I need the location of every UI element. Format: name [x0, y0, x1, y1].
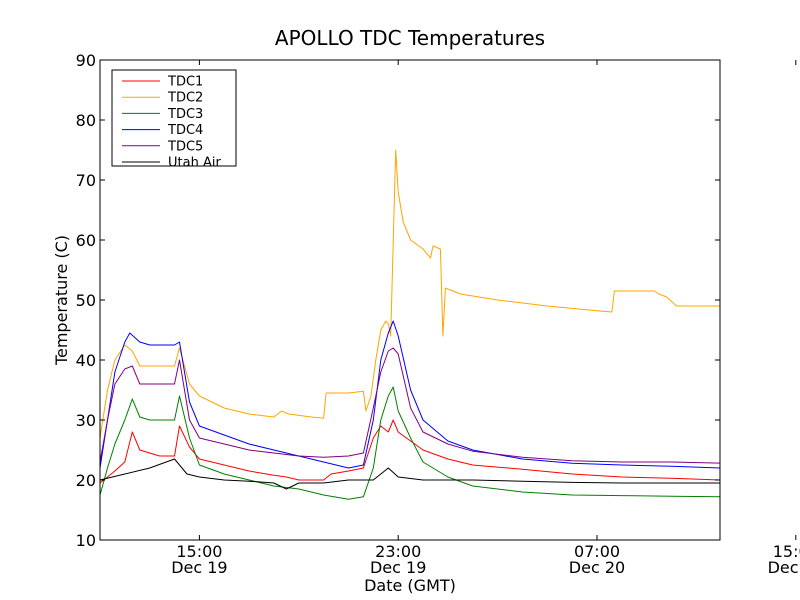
x-tick-date-label: Dec 19 — [370, 558, 426, 577]
series-line-tdc5 — [100, 347, 720, 464]
x-tick-time-label: 23:00 — [375, 542, 421, 561]
legend-label-utah-air: Utah Air — [168, 156, 221, 171]
y-tick-label: 60 — [76, 231, 96, 250]
legend-label-tdc4: TDC4 — [167, 123, 203, 138]
series-line-tdc4 — [100, 320, 720, 469]
series-line-utah-air — [100, 458, 720, 490]
x-tick-date-label: Dec 20 — [768, 558, 800, 577]
chart-title: APOLLO TDC Temperatures — [275, 26, 545, 50]
legend-label-tdc3: TDC3 — [167, 107, 203, 122]
series-line-tdc1 — [100, 419, 720, 484]
legend-label-tdc5: TDC5 — [167, 139, 203, 154]
y-tick-label: 10 — [76, 531, 96, 550]
y-tick-label: 50 — [76, 291, 96, 310]
x-tick-date-label: Dec 20 — [569, 558, 625, 577]
series-lines — [100, 149, 720, 500]
legend-label-tdc2: TDC2 — [167, 91, 203, 106]
y-tick-label: 40 — [76, 351, 96, 370]
y-tick-label: 90 — [76, 51, 96, 70]
x-tick-date-label: Dec 19 — [171, 558, 227, 577]
legend-label-tdc1: TDC1 — [167, 75, 203, 90]
y-tick-label: 20 — [76, 471, 96, 490]
x-axis-label: Date (GMT) — [364, 576, 456, 595]
series-line-tdc2 — [100, 149, 720, 439]
legend-box — [111, 69, 237, 167]
x-tick-time-label: 15:00 — [773, 542, 800, 561]
x-tick-time-label: 15:00 — [176, 542, 222, 561]
y-axis-label: Temperature (C) — [52, 235, 71, 366]
y-tick-label: 80 — [76, 111, 96, 130]
x-tick-time-label: 07:00 — [574, 542, 620, 561]
y-tick-label: 30 — [76, 411, 96, 430]
y-tick-label: 70 — [76, 171, 96, 190]
series-line-tdc3 — [100, 386, 720, 500]
